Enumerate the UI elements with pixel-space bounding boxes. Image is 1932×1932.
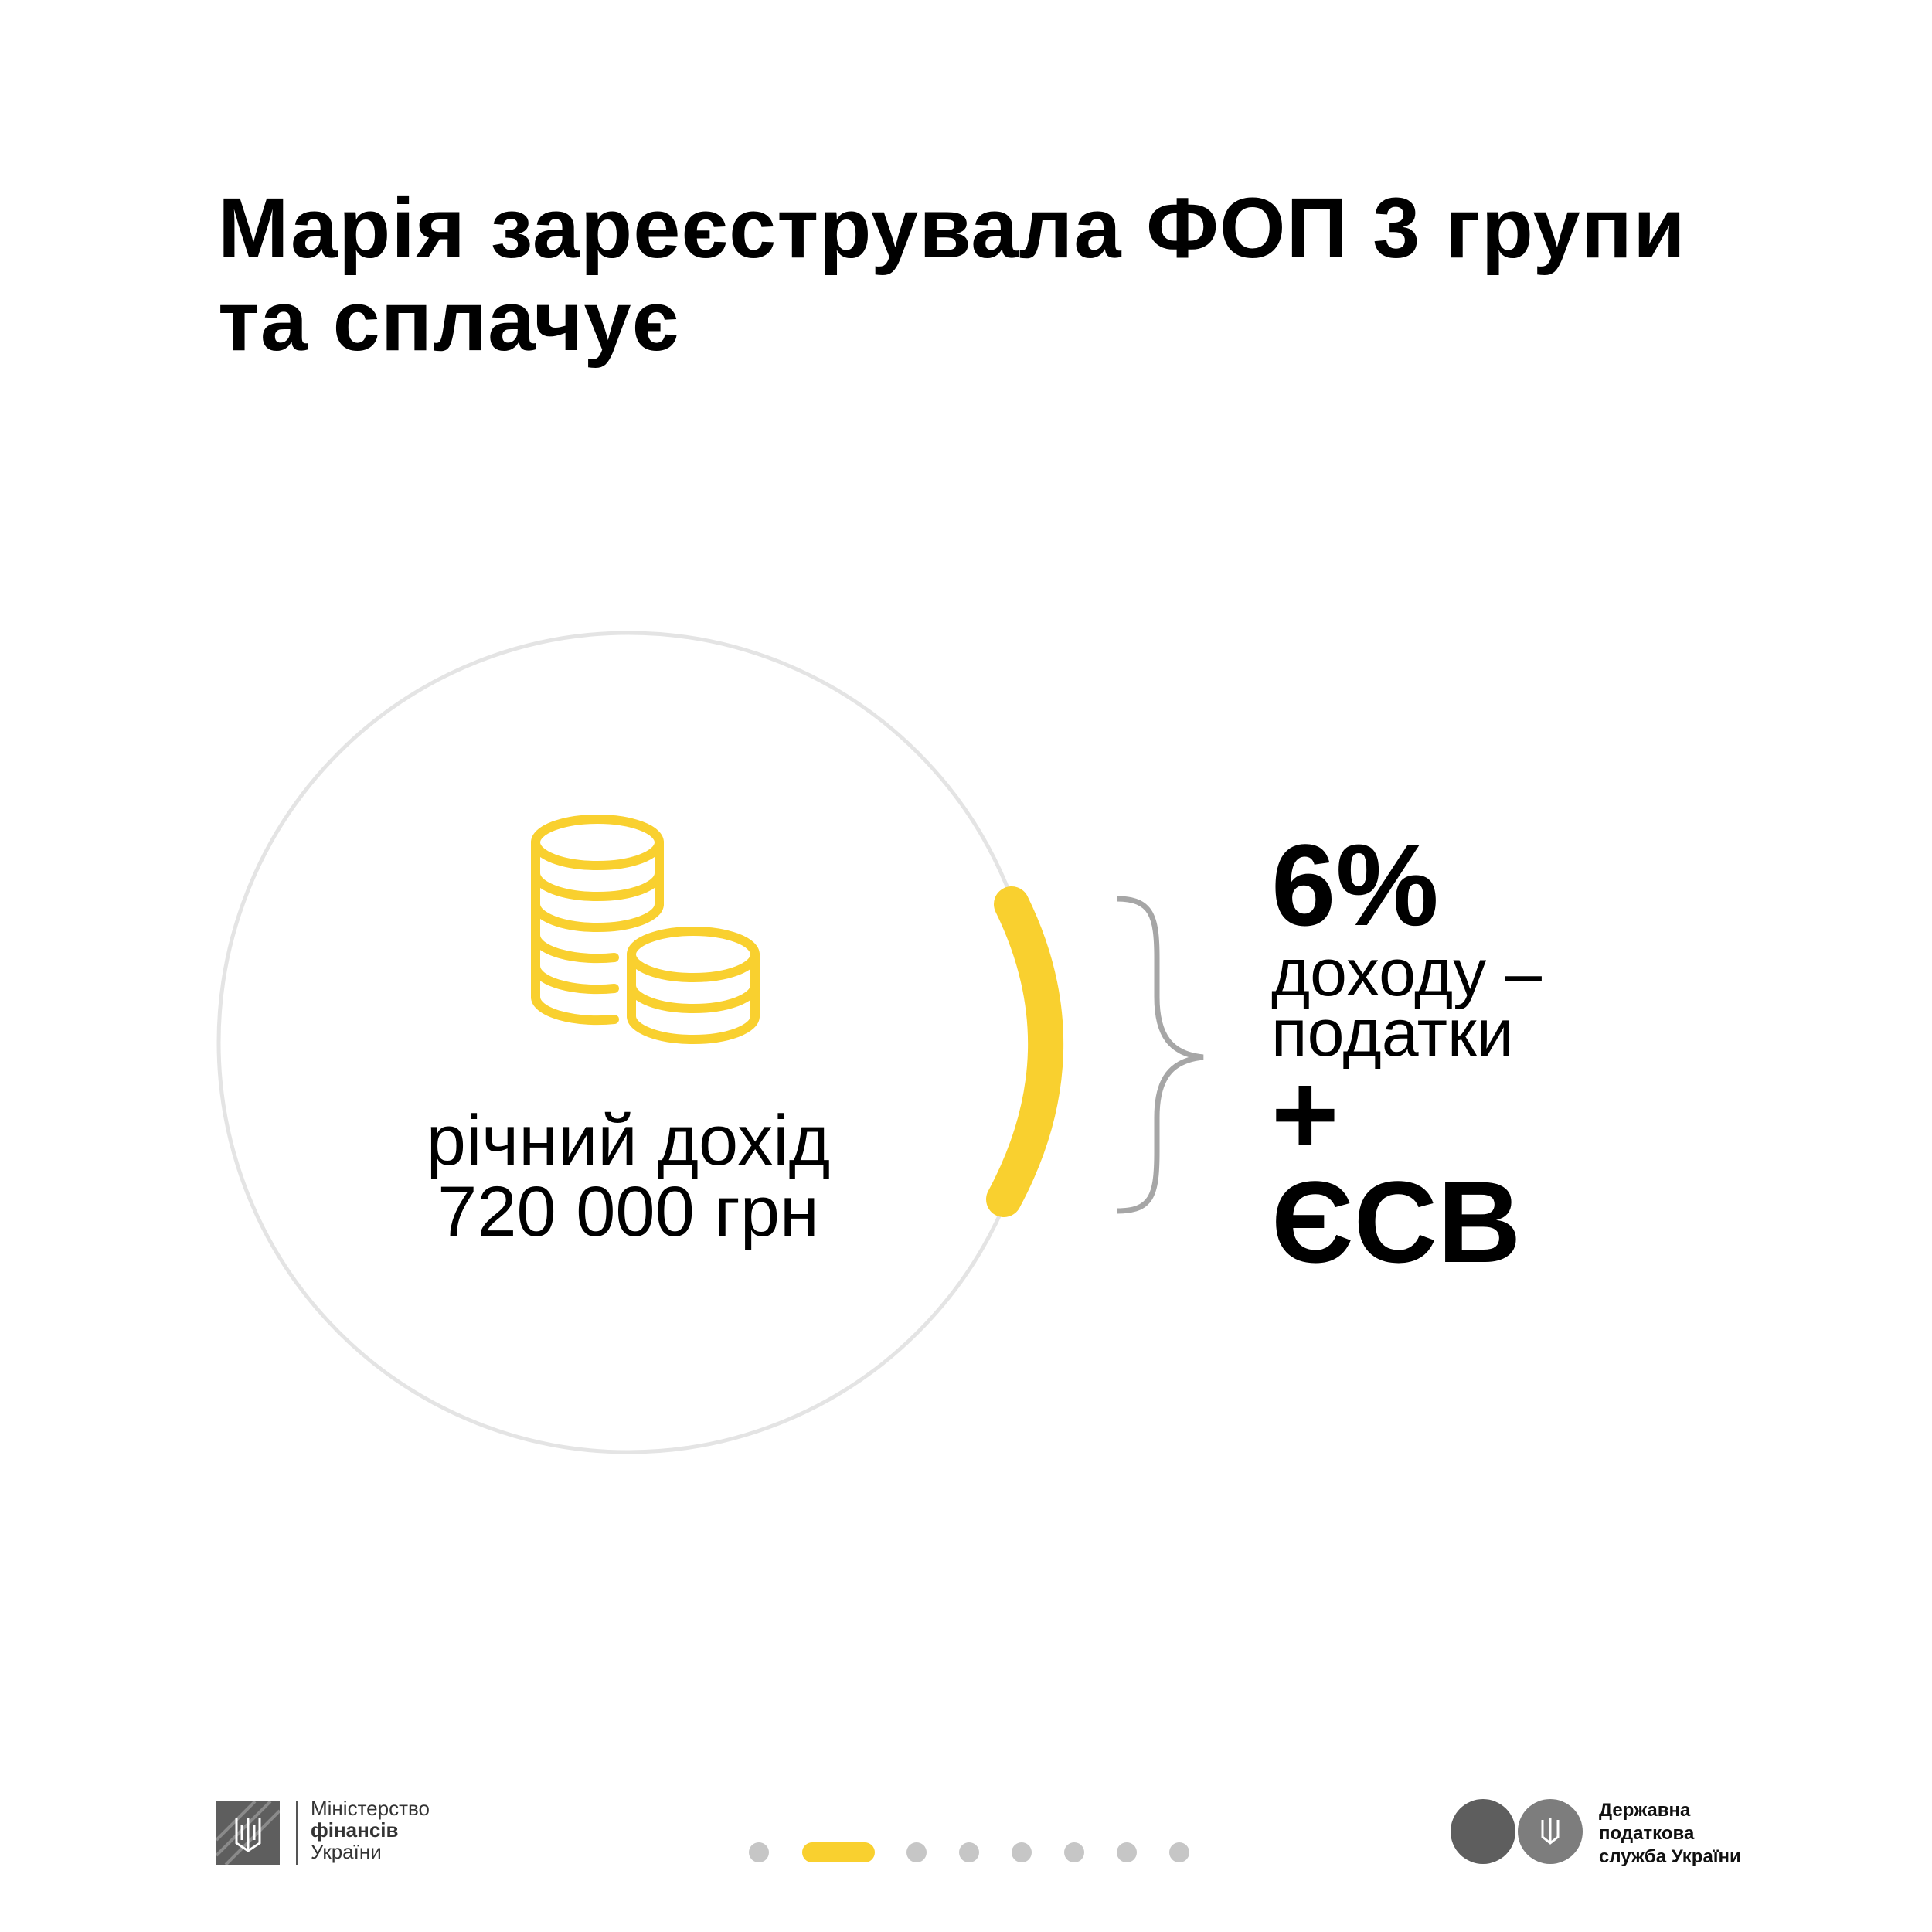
trident-icon [215,1800,281,1866]
income-text: річний дохід 720 000 грн [319,1105,937,1247]
curly-brace [1116,896,1204,1214]
esv-label: ЄСВ [1271,1157,1522,1287]
pagination-dot[interactable] [1169,1842,1189,1862]
income-circle [216,631,1040,1454]
pagination-dot[interactable] [959,1842,979,1862]
tax-line-1: доходу – [1271,936,1542,1010]
income-label: річний дохід [426,1101,831,1180]
page-title: Марія зареєструвала ФОП 3 групи та сплач… [218,182,1686,368]
pagination-dot[interactable] [1012,1842,1032,1862]
tax-line-2: податки [1271,996,1514,1070]
trident-icon [1541,1818,1560,1845]
dps-line-2: податкова [1599,1823,1695,1844]
dps-line-1: Державна [1599,1800,1691,1821]
dps-logo [1451,1799,1583,1864]
title-line-1: Марія зареєструвала ФОП 3 групи [218,181,1686,276]
pagination-dot[interactable] [1117,1842,1137,1862]
tax-percent: 6% [1271,820,1439,950]
pagination-dot[interactable] [1064,1842,1084,1862]
highlight-arc [986,886,1064,1217]
title-line-2: та сплачує [218,274,680,369]
taxes-block: 6% доходу – податки + ЄСВ [1271,827,1542,1280]
minfin-logo [215,1800,281,1866]
minfin-line-2: фінансів [311,1818,399,1842]
pagination [0,1842,1932,1864]
minfin-line-1: Міністерство [311,1797,430,1820]
income-amount: 720 000 грн [437,1172,819,1251]
minfin-line-3: України [311,1840,382,1863]
plus-sign: + [1271,1049,1339,1179]
pagination-dot[interactable] [906,1842,927,1862]
dps-line-3: служба України [1599,1846,1741,1867]
dps-name: Державна податкова служба України [1599,1799,1741,1869]
minfin-name: Міністерство фінансів України [311,1798,430,1862]
pagination-dot[interactable] [749,1842,769,1862]
pagination-dot-active[interactable] [802,1842,875,1862]
coins-stack-icon [530,815,760,1044]
logo-divider [296,1801,298,1865]
